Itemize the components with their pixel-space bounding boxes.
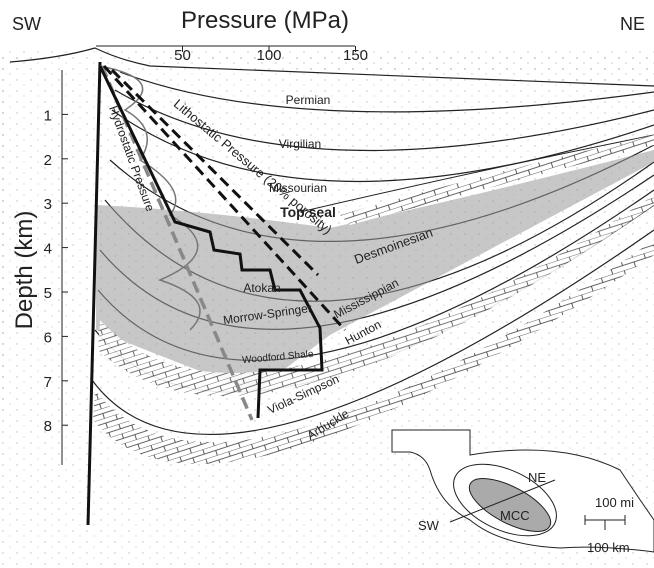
overpressure-zone	[96, 150, 654, 392]
gas-profile	[99, 65, 201, 331]
y-tick-label: 7	[44, 374, 52, 391]
limestone	[98, 195, 654, 397]
layer-label: Atokan	[243, 281, 280, 295]
inset-sw: SW	[418, 518, 440, 533]
fault	[86, 61, 102, 526]
y-tick-label: 5	[44, 285, 52, 302]
limestone	[93, 240, 654, 465]
lithostatic-line	[110, 68, 320, 277]
y-tick-label: 2	[44, 152, 52, 169]
y-tick-label: 1	[44, 107, 52, 124]
x-tick-label: 150	[343, 47, 368, 64]
orientation-left: SW	[12, 14, 41, 34]
y-tick-label: 3	[44, 196, 52, 213]
layer-label: Virgilian	[279, 137, 321, 151]
x-tick-label: 100	[256, 47, 281, 64]
limestone	[340, 135, 654, 225]
y-axis-title: Depth (km)	[11, 211, 38, 330]
inset	[391, 429, 654, 553]
scale-mi: 100 mi	[595, 495, 634, 510]
inset-ne: NE	[528, 470, 546, 485]
layer-label: Missourian	[269, 181, 327, 195]
lithostatic-line	[102, 64, 347, 332]
y-tick-label: 8	[44, 418, 52, 435]
y-tick-label: 4	[44, 241, 52, 258]
x-axis-title: Pressure (MPa)	[181, 7, 349, 34]
y-tick-label: 6	[44, 329, 52, 346]
scale-km: 100 km	[587, 540, 630, 555]
layer-label: Top seal	[280, 204, 336, 220]
x-tick-label: 50	[174, 47, 191, 64]
layer-label: Permian	[286, 93, 331, 107]
inset-basin: MCC	[500, 508, 530, 523]
orientation-right: NE	[620, 14, 645, 34]
pressure-profile	[98, 65, 324, 419]
